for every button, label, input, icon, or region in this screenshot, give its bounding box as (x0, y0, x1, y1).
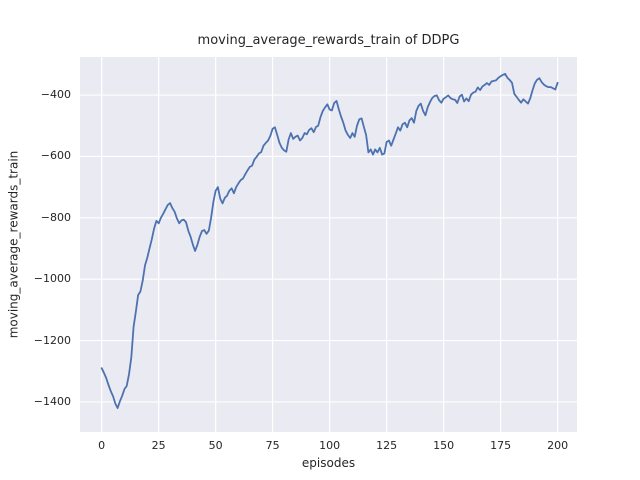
x-axis-label: episodes (301, 456, 356, 470)
data-line (100, 73, 559, 410)
y-axis-label: moving_average_rewards_train (6, 150, 21, 339)
x-tick-label: 200 (547, 439, 569, 452)
y-tick-label: −1000 (33, 272, 71, 286)
x-tick-label: 50 (208, 439, 223, 452)
x-tick-label: 175 (490, 439, 512, 452)
y-tick-label: −600 (40, 149, 71, 163)
y-tick-label: −1200 (33, 333, 71, 347)
chart-title: moving_average_rewards_train of DDPG (197, 33, 460, 48)
x-tick-label: 125 (376, 439, 398, 452)
x-tick-label: 0 (98, 439, 106, 452)
x-tick-label: 150 (433, 439, 455, 452)
plot-area (80, 57, 577, 432)
x-tick-label: 25 (151, 439, 166, 452)
x-tick-label: 100 (319, 439, 341, 452)
y-tick-label: −800 (40, 210, 71, 224)
x-tick-label: 75 (265, 439, 280, 452)
y-tick-label: −1400 (33, 394, 71, 408)
y-tick-label: −400 (40, 88, 71, 102)
